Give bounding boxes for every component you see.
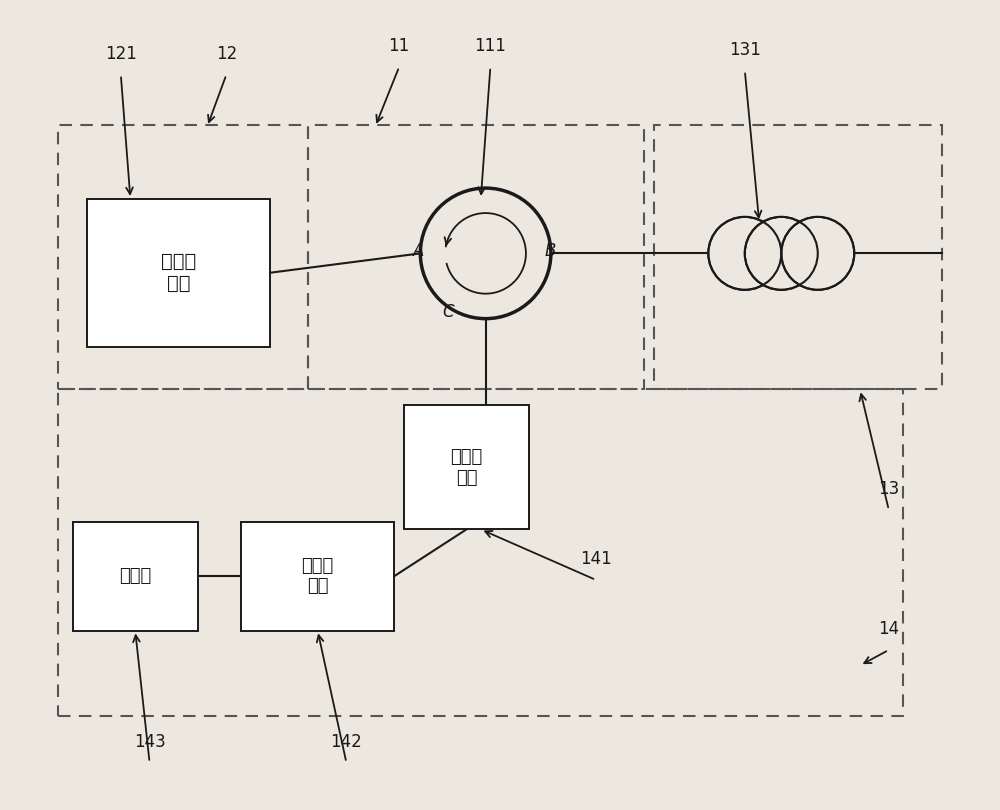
Ellipse shape <box>745 217 818 290</box>
Bar <box>58 125 308 390</box>
Text: A: A <box>413 242 424 260</box>
Text: C: C <box>442 303 454 321</box>
Bar <box>404 405 529 530</box>
Text: 143: 143 <box>134 733 165 751</box>
Text: 采集卡: 采集卡 <box>119 567 151 585</box>
Bar <box>308 125 644 390</box>
Text: 光电探
测器: 光电探 测器 <box>301 556 334 595</box>
Text: 131: 131 <box>729 41 761 59</box>
Bar <box>87 199 270 347</box>
Text: 脉冲激
光器: 脉冲激 光器 <box>161 252 196 293</box>
Text: 142: 142 <box>331 733 362 751</box>
Text: 14: 14 <box>878 620 899 638</box>
Text: 13: 13 <box>878 480 899 498</box>
Text: 121: 121 <box>105 45 137 63</box>
Bar <box>241 522 394 630</box>
Bar <box>654 125 942 390</box>
Text: B: B <box>544 242 556 260</box>
Ellipse shape <box>708 217 781 290</box>
Text: 141: 141 <box>580 550 612 569</box>
Bar <box>58 390 903 716</box>
Text: 11: 11 <box>389 37 410 55</box>
Text: 12: 12 <box>216 45 237 63</box>
Bar <box>73 522 198 630</box>
Text: 111: 111 <box>474 37 506 55</box>
Text: 干涉滤
光片: 干涉滤 光片 <box>450 448 483 487</box>
Ellipse shape <box>781 217 854 290</box>
